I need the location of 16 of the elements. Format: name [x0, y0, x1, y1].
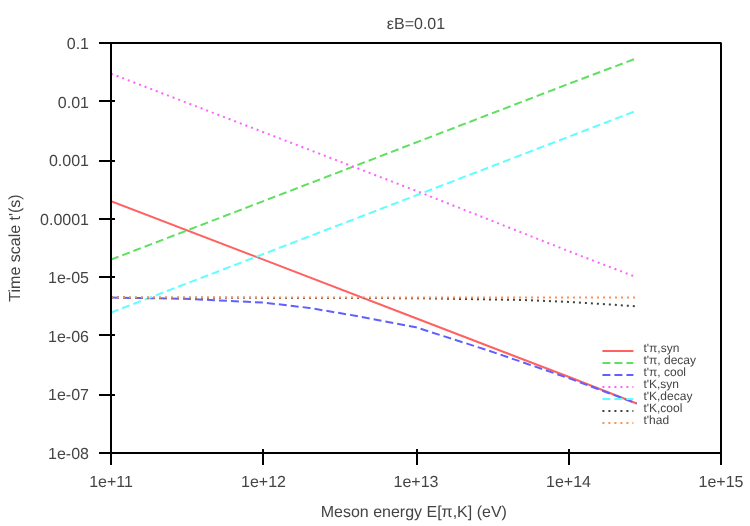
y-tick-label: 1e-05: [48, 269, 91, 288]
x-tick-label: 1e+13: [393, 473, 440, 491]
x-tick-label: 1e+15: [698, 473, 745, 491]
x-tick-label: 1e+14: [546, 473, 593, 491]
x-axis-title: Meson energy E[π,K] (eV): [320, 503, 508, 521]
y-tick-label: 1e-07: [48, 386, 91, 405]
y-tick-label: 0.0001: [40, 210, 91, 229]
y-axis-title: Time scale t'(s): [6, 193, 25, 302]
chart-title: εB=0.01: [386, 15, 447, 33]
y-tick-label: 0.001: [48, 152, 91, 171]
y-tick-label: 0.1: [66, 35, 91, 53]
y-tick-label: 0.01: [57, 93, 91, 112]
y-tick-label: 1e-08: [48, 445, 91, 463]
x-tick-label: 1e+11: [89, 473, 134, 491]
x-tick-label: 1e+12: [241, 473, 288, 491]
y-tick-label: 1e-06: [48, 327, 91, 346]
